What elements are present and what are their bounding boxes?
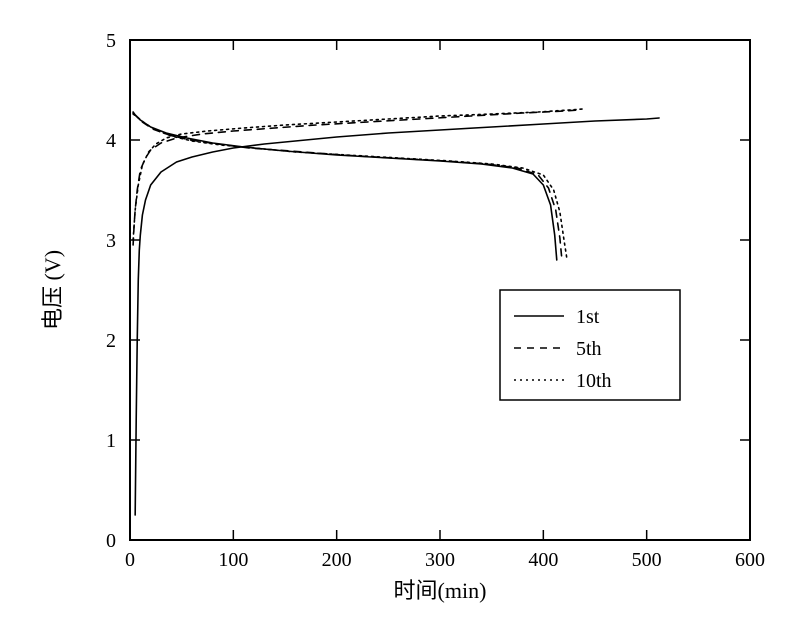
legend-label: 10th (576, 370, 612, 392)
voltage-time-chart: 0 100 200 300 400 500 600 0 1 2 3 4 5 时间(min) 电压 (V) 1s… (0, 0, 800, 621)
legend-label: 5th (576, 338, 602, 360)
legend-label: 1st (576, 306, 600, 328)
y-axis-label: 电压 (V) (40, 250, 65, 330)
x-tick-label: 0 (125, 549, 135, 571)
x-axis-label: 时间(min) (394, 578, 487, 603)
y-tick-label: 2 (106, 330, 116, 352)
x-tick-label: 500 (632, 549, 662, 571)
y-tick-label: 1 (106, 430, 116, 452)
x-tick-label: 300 (425, 549, 455, 571)
y-tick-label: 5 (106, 30, 116, 52)
x-tick-label: 200 (322, 549, 352, 571)
y-tick-label: 4 (106, 130, 116, 152)
y-tick-label: 3 (106, 230, 116, 252)
x-tick-label: 400 (528, 549, 558, 571)
x-tick-label: 100 (218, 549, 248, 571)
y-tick-label: 0 (106, 530, 116, 552)
chart-container: 0 100 200 300 400 500 600 0 1 2 3 4 5 时间(min) 电压 (V) 1s… (0, 0, 800, 621)
x-tick-label: 600 (735, 549, 765, 571)
